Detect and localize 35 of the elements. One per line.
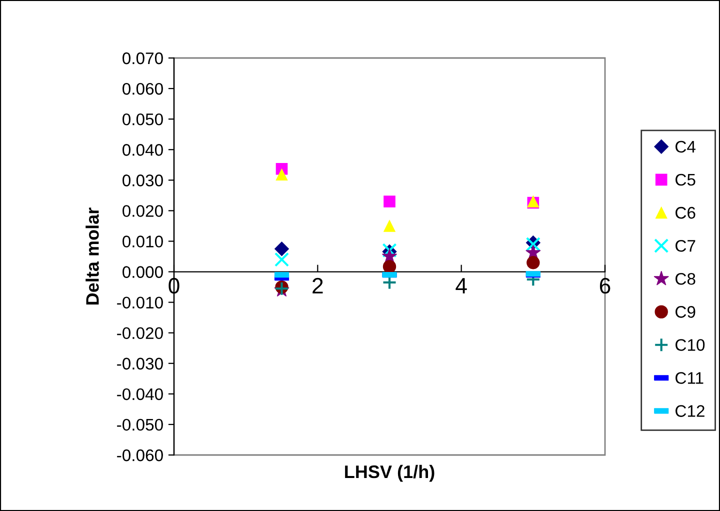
x-tick-label: 2: [312, 278, 323, 294]
y-axis-title: Delta molar: [86, 208, 99, 304]
y-tick-label: 0.020: [122, 205, 163, 217]
y-tick-label: 0.030: [122, 174, 163, 186]
y-tick-label: -0.020: [117, 327, 163, 340]
point: [382, 260, 396, 274]
y-tick-label: -0.040: [117, 388, 163, 400]
y-tick-label: -0.050: [117, 418, 163, 431]
y-tick-label: 0.000: [122, 266, 163, 278]
point: [274, 252, 290, 267]
point: [276, 168, 288, 181]
point: [274, 242, 289, 256]
legend-label: C12: [676, 405, 704, 417]
y-tick-label: -0.060: [117, 449, 163, 462]
point: [384, 196, 396, 208]
legend-label: C8: [676, 272, 696, 285]
legend-label: C9: [676, 306, 696, 318]
y-tick-label: 0.040: [122, 144, 163, 156]
y-tick-label: 0.050: [122, 113, 163, 126]
legend-label: C11: [676, 372, 704, 384]
y-tick-label: -0.030: [117, 358, 163, 370]
y-tick-label: 0.070: [122, 52, 163, 64]
legend-label: C5: [676, 174, 696, 186]
x-tick-label: 4: [456, 278, 467, 294]
y-tick-label: -0.010: [117, 296, 163, 309]
y-tick-label: 0.010: [122, 236, 163, 248]
x-axis-title: LHSV (1/h): [345, 464, 434, 482]
legend-label: C7: [676, 240, 696, 252]
y-tick-label: 0.060: [122, 82, 163, 95]
legend-label: C6: [676, 206, 696, 219]
legend-label: C10: [676, 339, 705, 351]
x-tick-label: 6: [600, 278, 610, 294]
point: [526, 256, 540, 270]
point: [384, 220, 396, 232]
legend-label: C4: [676, 140, 696, 153]
